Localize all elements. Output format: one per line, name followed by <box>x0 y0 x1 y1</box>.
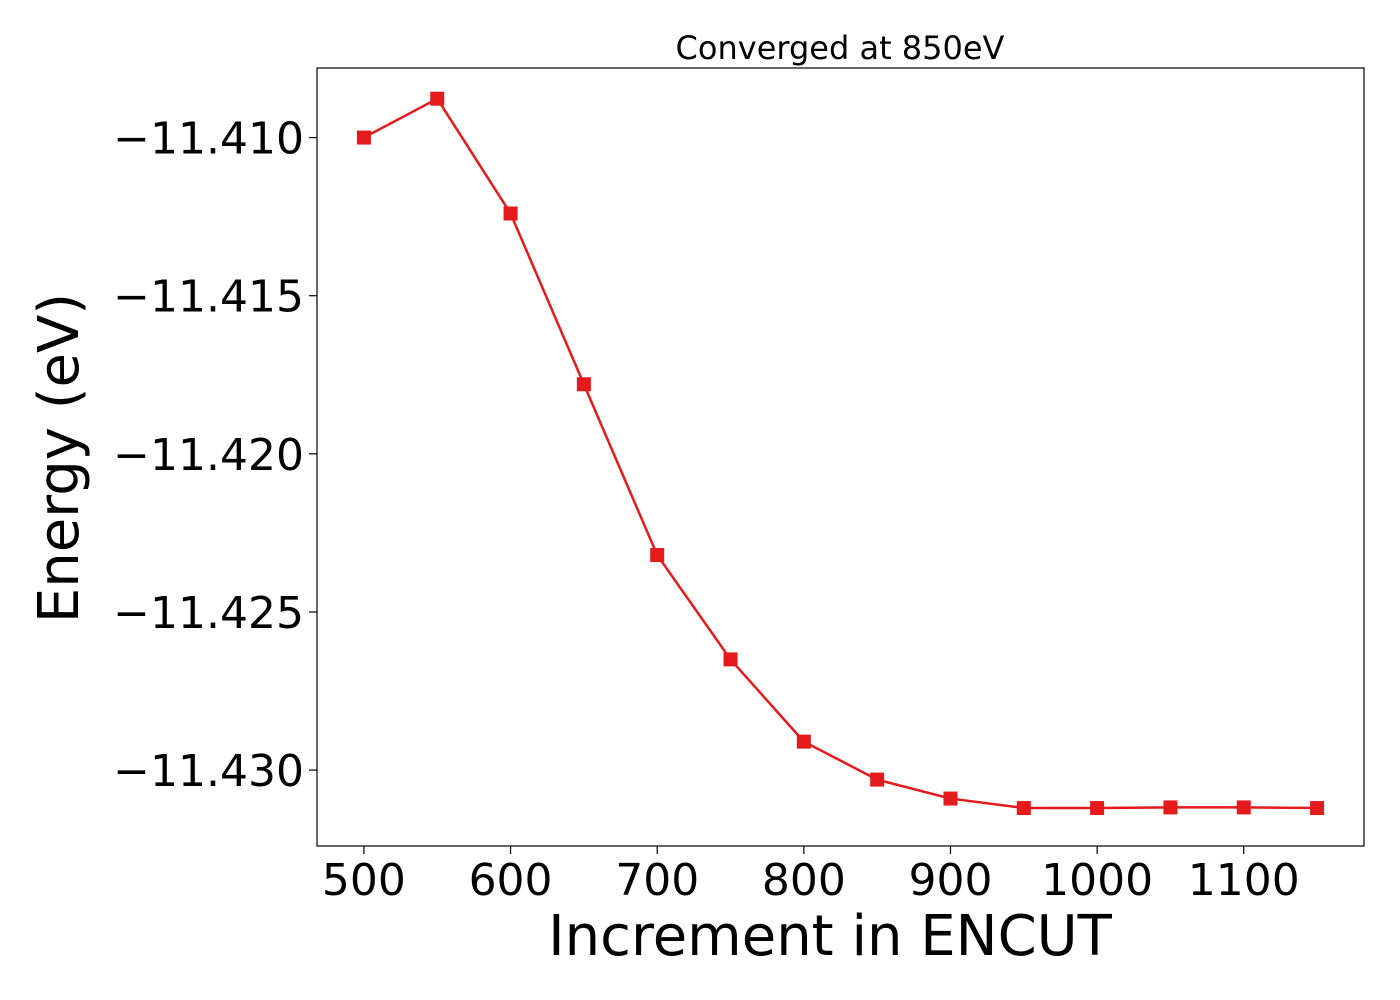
chart-title: Converged at 850eV <box>676 29 1005 67</box>
y-tick-label: −11.410 <box>113 114 304 165</box>
data-point-marker <box>430 91 445 106</box>
data-point-marker <box>1310 801 1325 816</box>
y-tick-label: −11.415 <box>113 272 304 323</box>
series-line <box>362 97 1319 810</box>
data-point-marker <box>356 130 371 145</box>
x-axis-ticks: 500 600 700 800 900 1000 1100 <box>322 846 1300 906</box>
x-tick-label: 600 <box>469 855 553 906</box>
x-tick-label: 700 <box>615 855 699 906</box>
x-tick-label: 900 <box>908 855 992 906</box>
plot-frame <box>316 67 1365 847</box>
y-tick-label: −11.425 <box>113 588 304 639</box>
data-point-marker <box>870 772 885 787</box>
y-axis-ticks: −11.430 −11.425 −11.420 −11.415 −11.410 <box>113 114 317 797</box>
data-point-marker <box>503 206 518 221</box>
x-tick-label: 1100 <box>1188 855 1300 906</box>
x-axis-label: Increment in ENCUT <box>548 904 1113 969</box>
x-tick-label: 500 <box>322 855 406 906</box>
data-point-marker <box>576 377 591 392</box>
data-point-marker <box>943 791 958 806</box>
data-point-marker <box>1090 801 1105 816</box>
data-point-marker <box>1163 800 1178 815</box>
x-tick-label: 1000 <box>1041 855 1153 906</box>
x-tick-label: 800 <box>762 855 846 906</box>
data-point-marker <box>796 734 811 749</box>
data-point-marker <box>1016 801 1031 816</box>
data-point-marker <box>650 548 665 563</box>
y-tick-label: −11.420 <box>113 430 304 481</box>
y-axis-label: Energy (eV) <box>27 293 92 623</box>
data-point-marker <box>1236 800 1251 815</box>
plot-area <box>356 91 1325 816</box>
data-point-marker <box>723 652 738 667</box>
y-tick-label: −11.430 <box>113 746 304 797</box>
